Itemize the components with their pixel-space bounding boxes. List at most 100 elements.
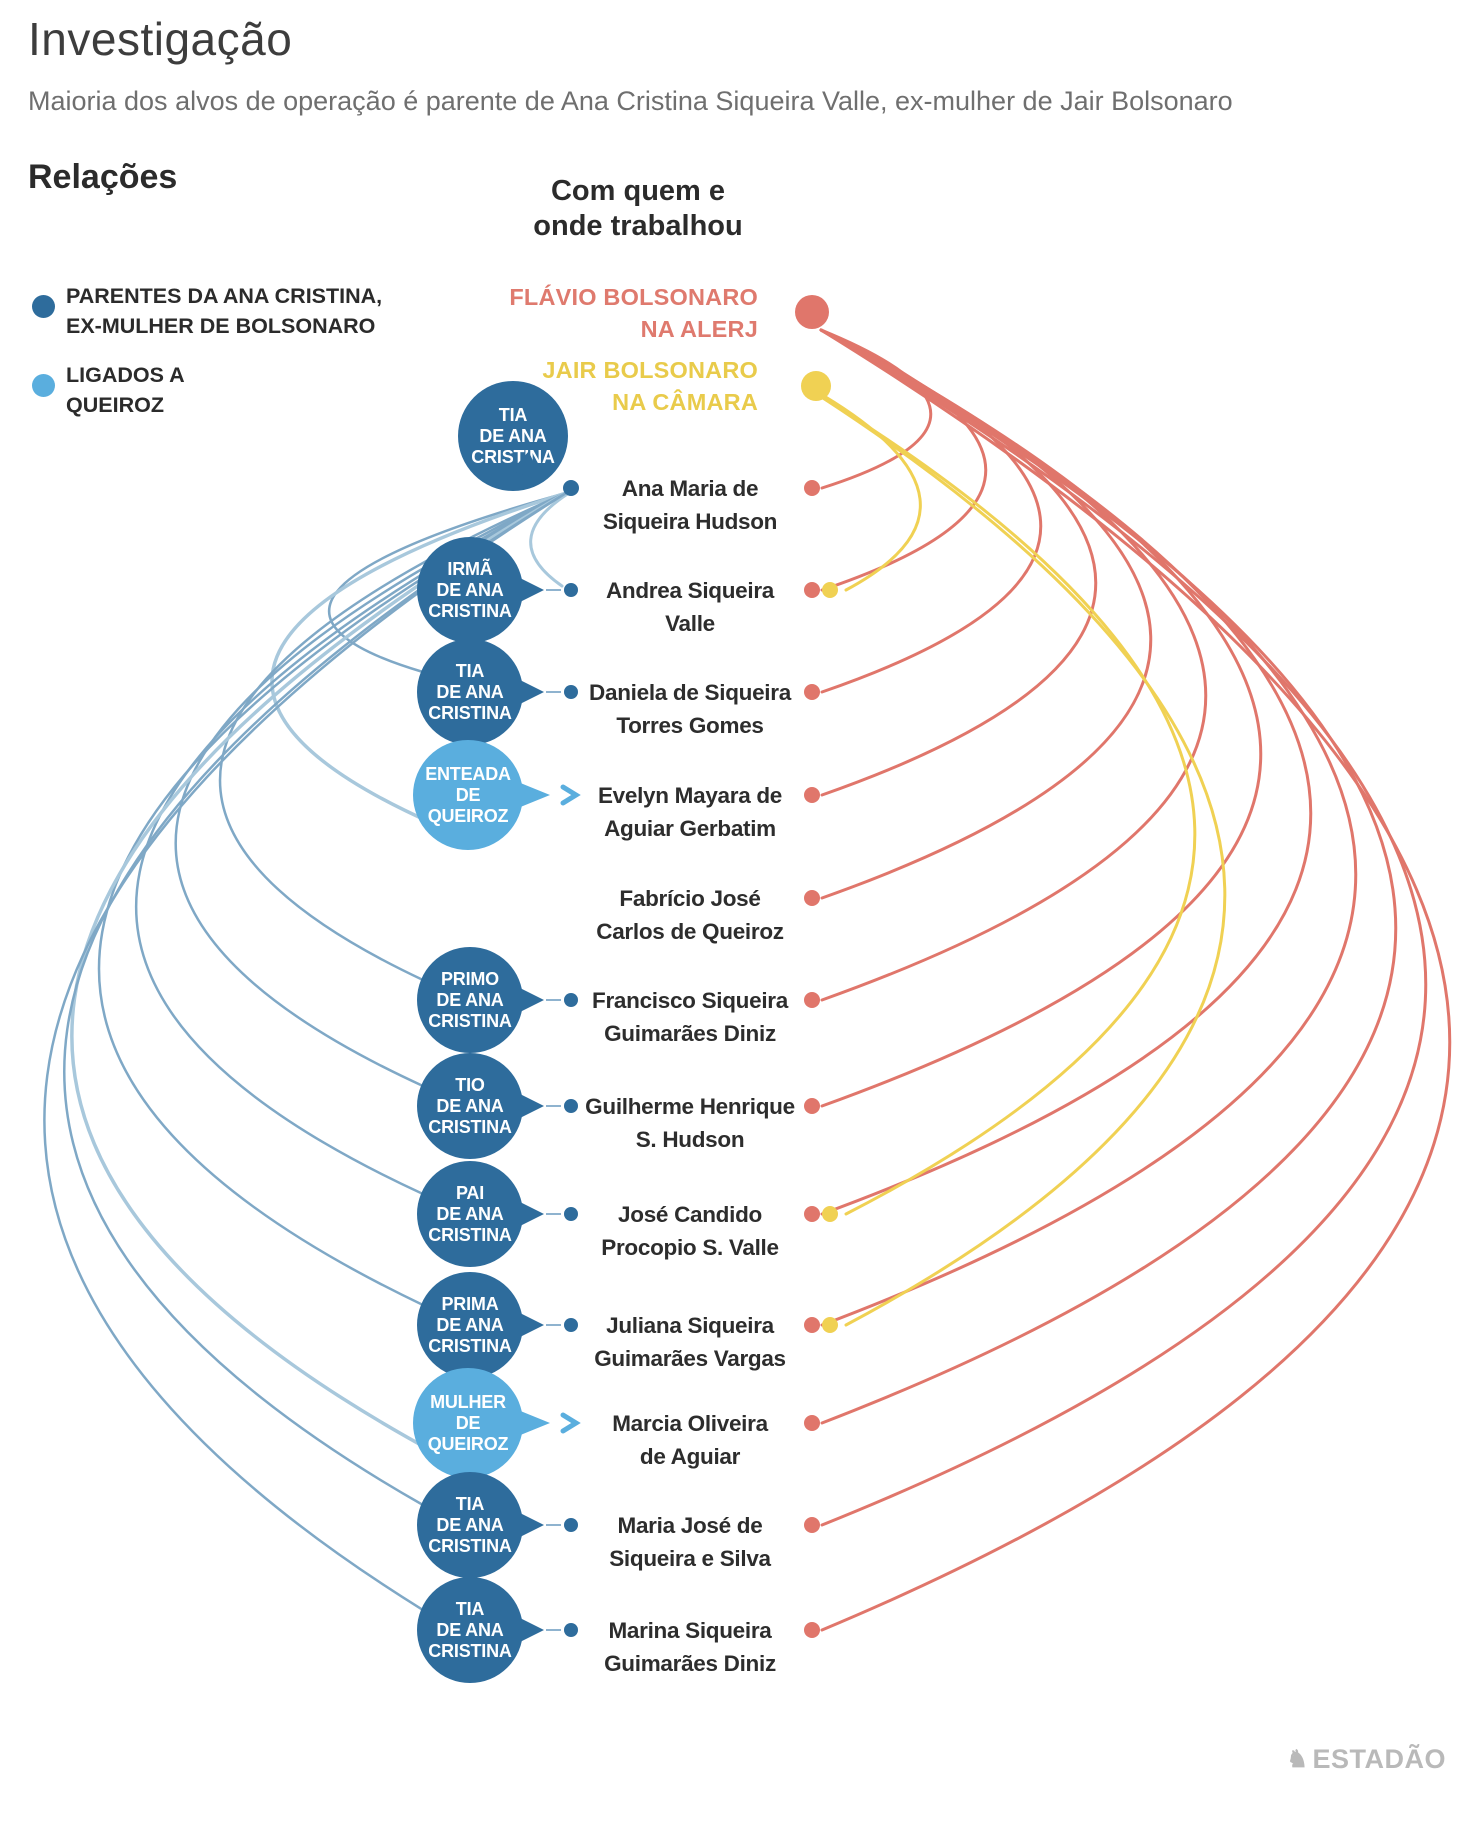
person-name-line: Torres Gomes [616, 713, 764, 738]
person-dot-family [564, 1099, 578, 1113]
person-name: Marcia Oliveira de Aguiar [556, 1407, 824, 1473]
legend-queiroz-dot-icon [32, 374, 55, 397]
person-name-line: Siqueira e Silva [609, 1546, 771, 1571]
person-name-line: Daniela de Siqueira [589, 680, 791, 705]
person-name: Evelyn Mayara de Aguiar Gerbatim [556, 779, 824, 845]
workplace-dot-jair [822, 582, 838, 598]
person-name: Marina Siqueira Guimarães Diniz [556, 1614, 824, 1680]
relation-bubble-line: PRIMO [440, 968, 499, 989]
workplace-dot-flavio [804, 787, 820, 803]
person-name-line: Ana Maria de [621, 476, 759, 501]
connection-arc [560, 1412, 581, 1434]
person-name-line: José Candido [618, 1202, 762, 1227]
relation-bubble-line: DE ANA [436, 1203, 504, 1224]
person-name-line: Juliana Siqueira [606, 1313, 774, 1338]
relation-bubble-line: DE ANA [436, 1314, 504, 1335]
workplace-dot-flavio [804, 890, 820, 906]
person-name-line: Guimarães Diniz [604, 1021, 776, 1046]
workplace-dot-flavio [804, 1622, 820, 1638]
jair-label-line2: NA CÂMARA [612, 389, 758, 415]
flavio-label-line1: FLÁVIO BOLSONARO [509, 284, 758, 310]
connection-arc [218, 491, 568, 982]
jair-hub-dot [801, 371, 831, 401]
column-heading-line2: onde trabalhou [533, 210, 743, 242]
person-name-line: Maria José de [617, 1513, 763, 1538]
relation-bubble-line: TIA [455, 1598, 485, 1619]
relation-bubble-line: DE ANA [436, 1619, 504, 1640]
tail-dash [546, 690, 561, 694]
relation-bubble-line: CRISTINA [428, 1335, 512, 1356]
relation-bubble-line: PAI [455, 1182, 485, 1203]
person-name-line: Guimarães Diniz [604, 1651, 776, 1676]
person-name-line: Andrea Siqueira [605, 578, 775, 603]
relation-bubble-line: DE ANA [436, 681, 504, 702]
relation-bubble-line: CRISTINA [428, 1640, 512, 1661]
relation-bubble: TIA DE ANA CRISTINA [417, 1472, 523, 1578]
workplace-dot-flavio [804, 1098, 820, 1114]
relation-bubble-line: TIA [455, 1493, 485, 1514]
workplace-label-flavio: FLÁVIO BOLSONARO NA ALERJ [438, 281, 758, 345]
relation-bubble: PAI DE ANA CRISTINA [417, 1161, 523, 1267]
flavio-hub-dot [795, 295, 829, 329]
legend-item-queiroz: LIGADOS A QUEIROZ [66, 360, 185, 420]
relation-bubble: ENTEADA DE QUEIROZ [413, 740, 523, 850]
relation-bubble-line: CRISTINA [428, 1010, 512, 1031]
bubble-tail [518, 1093, 544, 1119]
bubble-tail [518, 782, 550, 808]
relation-bubble-line: DE ANA [436, 989, 504, 1010]
relation-bubble-line: CRISTINA [428, 1116, 512, 1137]
person-dot-family [564, 685, 578, 699]
connection-arc [819, 328, 1263, 1108]
person-name-line: Siqueira Hudson [602, 509, 778, 534]
legend-heading: Relações [28, 158, 178, 196]
person-dot-family [564, 1623, 578, 1637]
connection-arc [819, 328, 1398, 1425]
person-name-line: Francisco Siqueira [592, 988, 788, 1013]
connection-arc [70, 491, 568, 1453]
workplace-dot-flavio [804, 1517, 820, 1533]
relation-bubble-line: CRISTINA [428, 1224, 512, 1245]
connection-arc [821, 396, 1227, 1327]
relation-bubble: IRMÃ DE ANA CRISTINA [417, 537, 523, 643]
publisher-logo: ♞ ESTADÃO [1286, 1744, 1446, 1775]
legend-family-line2: EX-MULHER DE BOLSONARO [66, 314, 376, 338]
relation-bubble: TIA DE ANA CRISTINA [417, 639, 523, 745]
tail-dash [546, 1104, 561, 1108]
workplace-dot-flavio [804, 1317, 820, 1333]
workplace-dot-flavio [804, 582, 820, 598]
workplace-dot-flavio [804, 992, 820, 1008]
relation-bubble: TIA DE ANA CRISTINA [458, 381, 568, 491]
bubble-tail [518, 1410, 550, 1436]
person-name-line: Evelyn Mayara de [597, 783, 783, 808]
relation-bubble: TIA DE ANA CRISTINA [417, 1577, 523, 1683]
relation-bubble-line: QUEIROZ [427, 805, 509, 826]
connection-arc [43, 491, 568, 1612]
relation-bubble: MULHER DE QUEIROZ [413, 1368, 523, 1478]
relation-bubble-line: TIA [455, 660, 485, 681]
relation-bubble-line: CRISTINA [471, 446, 555, 467]
relation-bubble: PRIMA DE ANA CRISTINA [417, 1272, 523, 1378]
connection-arc [97, 491, 568, 1307]
person-name-line: Marina Siqueira [608, 1618, 772, 1643]
connection-arc [819, 328, 1043, 694]
jair-label-line1: JAIR BOLSONARO [542, 357, 758, 383]
person-name-line: Carlos de Queiroz [596, 919, 784, 944]
person-name-line: Procopio S. Valle [601, 1235, 779, 1260]
relation-bubble-line: IRMÃ [447, 558, 493, 579]
person-name: Juliana Siqueira Guimarães Vargas [556, 1309, 824, 1375]
person-name: Andrea Siqueira Valle [556, 574, 824, 640]
relation-bubble-line: CRISTINA [428, 1535, 512, 1556]
legend-item-family: PARENTES DA ANA CRISTINA, EX-MULHER DE B… [66, 281, 382, 341]
relation-bubble-line: PRIMA [441, 1293, 499, 1314]
column-heading-line1: Com quem e [550, 175, 726, 207]
workplace-label-jair: JAIR BOLSONARO NA CÂMARA [438, 354, 758, 418]
person-name: Fabrício José Carlos de Queiroz [556, 882, 824, 948]
relation-bubble-line: DE [455, 1412, 481, 1433]
connection-arc [174, 491, 568, 1088]
relation-bubble-line: QUEIROZ [427, 1433, 509, 1454]
person-dot-family [564, 1318, 578, 1332]
connection-arc [821, 396, 1197, 1216]
person-name-line: Marcia Oliveira [612, 1411, 768, 1436]
